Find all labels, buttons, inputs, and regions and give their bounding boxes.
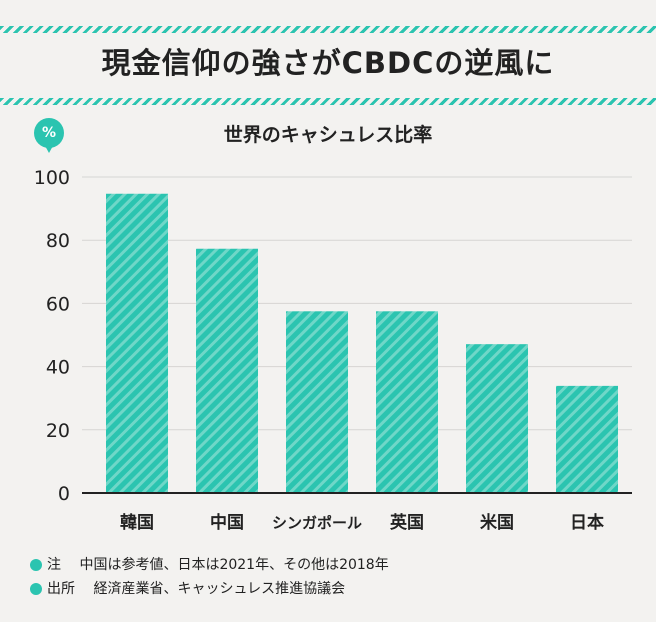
note-text: 中国は参考値、日本は2021年、その他は2018年 xyxy=(79,557,389,573)
footnotes: 注 中国は参考値、日本は2021年、その他は2018年 出所 経済産業省、キャッ… xyxy=(30,553,389,601)
header-stripe-bottom xyxy=(0,98,656,105)
y-tick-label: 80 xyxy=(46,230,70,252)
y-tick-label: 20 xyxy=(46,420,70,442)
category-label: 韓国 xyxy=(120,512,154,533)
note-label: 注 xyxy=(47,557,61,573)
headline: 現金信仰の強さがCBDCの逆風に xyxy=(101,46,555,80)
bullet-dot-icon xyxy=(30,583,42,595)
header-stripe-top xyxy=(0,26,656,33)
bullet-dot-icon xyxy=(30,559,42,571)
unit-badge: % xyxy=(34,118,64,153)
bar-2 xyxy=(286,311,348,493)
y-tick-label: 100 xyxy=(34,167,70,189)
source-label: 出所 xyxy=(47,581,75,597)
gridlines xyxy=(82,176,632,431)
bars xyxy=(106,193,618,494)
y-tick-label: 0 xyxy=(58,483,70,505)
category-label: 英国 xyxy=(390,512,424,533)
y-tick-label: 60 xyxy=(46,293,70,315)
bar-1 xyxy=(196,248,258,493)
bar-0 xyxy=(106,193,168,494)
bar-5 xyxy=(556,385,618,493)
category-label: シンガポール xyxy=(272,514,362,532)
category-label: 米国 xyxy=(480,512,514,533)
y-axis-ticks: 0 20 40 60 80 100 xyxy=(34,167,70,505)
bar-4 xyxy=(466,344,528,493)
bar-3 xyxy=(376,311,438,493)
category-label: 日本 xyxy=(570,512,604,533)
y-tick-label: 40 xyxy=(46,357,70,379)
x-axis-labels: 韓国 中国 シンガポール 英国 米国 日本 xyxy=(120,512,604,533)
category-label: 中国 xyxy=(210,512,244,533)
note-line: 注 中国は参考値、日本は2021年、その他は2018年 xyxy=(30,553,389,577)
source-line: 出所 経済産業省、キャッシュレス推進協議会 xyxy=(30,577,389,601)
chart-title: 世界のキャシュレス比率 xyxy=(223,124,433,146)
source-text: 経済産業省、キャッシュレス推進協議会 xyxy=(93,581,346,597)
